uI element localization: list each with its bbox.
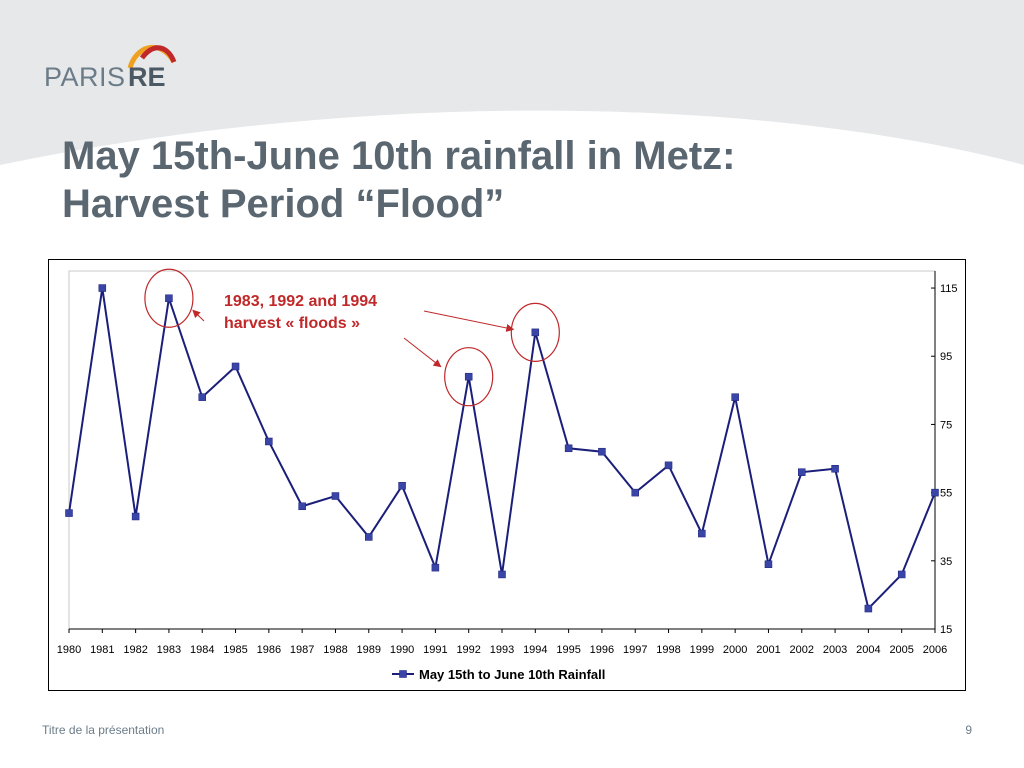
- y-tick-label: 55: [940, 488, 952, 500]
- data-point: [131, 512, 140, 521]
- data-point: [165, 294, 173, 303]
- x-tick-label: 1995: [556, 644, 580, 656]
- y-tick-label: 75: [940, 419, 952, 431]
- x-tick-label: 2001: [756, 644, 780, 656]
- data-point: [298, 502, 306, 511]
- footer-presentation-title: Titre de la présentation: [42, 723, 165, 737]
- page-number: 9: [965, 723, 972, 737]
- x-tick-label: 1991: [423, 644, 447, 656]
- y-tick-label: 95: [940, 351, 952, 363]
- series-line: [68, 287, 936, 611]
- data-point: [464, 372, 473, 381]
- data-point: [798, 468, 806, 476]
- data-point: [631, 488, 639, 497]
- data-point: [698, 529, 706, 538]
- data-point: [731, 393, 739, 401]
- slide-title-line2: Harvest Period “Flood”: [62, 182, 505, 226]
- x-tick-label: 2004: [856, 644, 880, 656]
- data-point: [365, 533, 373, 541]
- x-tick-label: 2000: [723, 644, 747, 656]
- x-tick-label: 2006: [923, 644, 947, 656]
- data-point: [65, 509, 73, 517]
- data-point: [598, 447, 606, 456]
- x-tick-label: 2002: [790, 644, 814, 656]
- background-swoosh: [0, 0, 1024, 165]
- x-tick-label: 1980: [57, 644, 81, 656]
- data-point: [431, 563, 440, 572]
- x-tick-label: 1989: [357, 644, 381, 656]
- annotation-arrow: [403, 337, 442, 368]
- x-tick-label: 1984: [190, 644, 214, 656]
- slide-title-line1: May 15th-June 10th rainfall in Metz:: [62, 134, 736, 178]
- paris-re-logo: PARIS RE: [42, 40, 182, 92]
- data-point: [764, 560, 773, 568]
- chart-area: 15 35 55 75 95 115 1980 1981 1982 1983 1984 1985 198…: [48, 259, 966, 691]
- highlight-circle: [144, 268, 194, 328]
- data-point: [265, 437, 273, 446]
- rainfall-line-chart: 15 35 55 75 95 115 1980 1981 1982 1983 1984 1985 198…: [57, 268, 958, 682]
- x-tick-label: 1990: [390, 644, 414, 656]
- x-tick-label: 1986: [257, 644, 281, 656]
- x-tick-label: 1982: [123, 644, 147, 656]
- data-point: [831, 465, 839, 473]
- logo-paris-text: PARIS: [44, 62, 126, 92]
- x-tick-label: 1998: [656, 644, 680, 656]
- annotation-arrow: [423, 310, 515, 332]
- x-tick-label: 1987: [290, 644, 314, 656]
- x-tick-label: 1992: [456, 644, 480, 656]
- annotation-line2: harvest « floods »: [224, 315, 360, 332]
- x-tick-label: 1996: [590, 644, 614, 656]
- x-tick-label: 1988: [323, 644, 347, 656]
- logo-arc-icon: [127, 44, 177, 69]
- highlight-circle: [510, 302, 560, 362]
- annotation-arrow: [192, 309, 205, 322]
- x-tick-label: 1983: [157, 644, 181, 656]
- data-point: [498, 570, 506, 579]
- highlight-circle: [444, 347, 494, 407]
- data-point: [331, 492, 340, 500]
- x-tick-label: 1997: [623, 644, 647, 656]
- data-point: [564, 444, 573, 453]
- y-tick-label: 35: [940, 556, 952, 568]
- data-point: [231, 362, 240, 371]
- data-point: [864, 604, 873, 613]
- legend-marker: [399, 670, 407, 678]
- y-tick-label: 15: [940, 624, 952, 636]
- x-tick-label: 1993: [490, 644, 514, 656]
- x-tick-label: 2003: [823, 644, 847, 656]
- data-point: [664, 461, 673, 470]
- y-tick-label: 115: [940, 283, 958, 295]
- data-point: [897, 570, 906, 579]
- x-tick-label: 1994: [523, 644, 547, 656]
- data-point: [98, 284, 107, 292]
- legend-label: May 15th to June 10th Rainfall: [419, 667, 605, 682]
- x-tick-label: 2005: [889, 644, 913, 656]
- data-point: [531, 328, 540, 337]
- x-tick-label: 1999: [690, 644, 714, 656]
- slide-title: May 15th-June 10th rainfall in Metz: Har…: [62, 132, 735, 228]
- data-point: [398, 482, 406, 490]
- data-point: [198, 393, 206, 401]
- logo-re-text: RE: [128, 62, 166, 92]
- x-tick-label: 1985: [223, 644, 247, 656]
- data-point: [931, 488, 939, 497]
- x-tick-label: 1981: [90, 644, 114, 656]
- annotation-line1: 1983, 1992 and 1994: [224, 293, 377, 310]
